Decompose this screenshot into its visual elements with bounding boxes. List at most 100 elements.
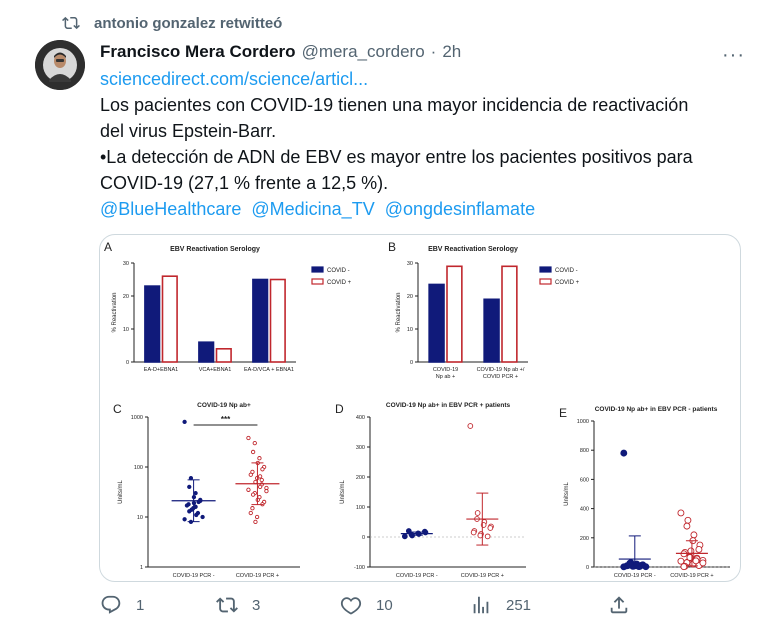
heart-icon [340,597,362,615]
retweet-count: 3 [252,596,261,614]
data-point [248,510,253,516]
x-tick-label: COVID-19 PCR + [461,573,504,579]
x-tick-label: COVID-19 PCR + [670,573,713,579]
data-point [683,522,691,530]
panel-letter: C [113,402,122,416]
y-tick-label: 100 [356,505,365,511]
mention-link[interactable]: @ongdesinflamate [384,199,536,219]
data-point [690,531,698,539]
data-point [677,557,685,565]
share-icon [610,596,628,614]
data-point [248,472,253,477]
more-options-icon[interactable]: ··· [722,44,745,66]
tweet-line: del virus Epstein-Barr. [100,121,277,141]
views-button[interactable]: 251 [470,594,531,616]
bar [252,278,269,363]
retweet-text: antonio gonzalez retwitteó [94,14,283,32]
legend-swatch [311,278,324,285]
reply-button[interactable]: 1 [100,594,144,616]
share-button[interactable] [608,594,630,616]
legend-label: COVID - [555,268,578,274]
tweet-time[interactable]: 2h [442,42,462,61]
bar [428,283,445,363]
y-tick-label: 30 [407,261,413,267]
data-point [250,506,255,511]
avatar[interactable] [35,40,85,90]
bar [483,298,500,363]
y-axis-label: Units/mL [340,480,346,504]
data-point [487,525,494,531]
y-tick-label: 0 [410,360,413,366]
y-tick-label: 300 [356,445,365,451]
x-tick-label: Np ab + [436,374,455,380]
y-tick-label: 0 [586,565,589,571]
y-axis-label: % Reactivation [396,292,402,332]
chart-title: COVID-19 Np ab+ in EBV PCR - patients [595,406,718,413]
like-button[interactable]: 10 [340,594,393,616]
data-point [246,487,251,492]
legend-swatch [539,266,552,273]
y-axis-label: % Reactivation [112,292,118,332]
tweet-line: •La detección de ADN de EBV es mayor ent… [100,147,693,167]
x-tick-label: EA-D+EBNA1 [144,367,178,373]
x-tick-label: COVID-19 PCR - [173,573,215,579]
retweet-icon [62,16,80,30]
data-point [677,509,685,517]
y-tick-label: 1000 [577,419,589,425]
data-point [642,563,650,571]
mentions: @BlueHealthcare @Medicina_TV @ongdesinfl… [100,196,740,222]
tweet-link[interactable]: sciencedirect.com/science/articl... [100,69,369,89]
y-tick-label: 30 [123,261,129,267]
y-tick-label: 100 [134,465,143,471]
legend-label: COVID - [327,268,350,274]
data-point [187,509,192,514]
avatar-image [35,40,85,90]
x-tick-label: COVID-19 PCR - [614,573,656,579]
y-axis-label: Units/mL [118,480,124,504]
retweet-button[interactable]: 3 [216,594,260,616]
y-tick-label: 20 [123,294,129,300]
data-point [257,456,262,461]
data-point [254,514,260,520]
data-point [692,557,700,565]
data-point [626,561,634,569]
x-tick-label: COVID-19 PCR - [396,573,438,579]
tweet-media[interactable]: A EBV Reactivation Serology % Reactivation… [99,234,741,582]
y-tick-label: 10 [407,327,413,333]
y-tick-label: 200 [356,475,365,481]
author-name[interactable]: Francisco Mera Cordero [100,42,296,61]
retweet-icon [216,597,238,613]
y-tick-label: 800 [580,448,589,454]
data-point [260,467,265,472]
chart-title: EBV Reactivation Serology [428,246,518,253]
tweet-header: Francisco Mera Cordero @mera_cordero · 2… [100,42,461,62]
mention-link[interactable]: @BlueHealthcare [100,199,242,219]
data-point [620,449,628,457]
data-point [699,559,707,567]
data-point [193,490,198,496]
bar [269,278,286,363]
bar [446,265,463,363]
data-point [257,484,263,490]
y-tick-label: 10 [137,515,143,521]
y-tick-label: 400 [356,415,365,421]
mention-link[interactable]: @Medicina_TV [251,199,375,219]
y-tick-label: 0 [362,535,365,541]
retweet-indicator[interactable]: antonio gonzalez retwitteó [62,14,282,32]
bar [161,275,178,363]
data-point [184,503,190,508]
data-point [194,512,199,518]
x-tick-label: COVID-19 PCR + [236,573,279,579]
legend-swatch [311,266,324,273]
y-tick-label: 200 [580,536,589,542]
tweet-line: Los pacientes con COVID-19 tienen una ma… [100,95,689,115]
y-axis-label: Units/mL [564,482,570,506]
y-tick-label: 10 [123,327,129,333]
reply-count: 1 [136,596,145,614]
legend-label: COVID + [327,280,352,286]
y-tick-label: 20 [407,294,413,300]
tweet-text: sciencedirect.com/science/articl... Los … [100,66,740,222]
data-point [182,517,187,522]
author-handle[interactable]: @mera_cordero [301,42,425,61]
panel-letter: E [559,406,567,420]
